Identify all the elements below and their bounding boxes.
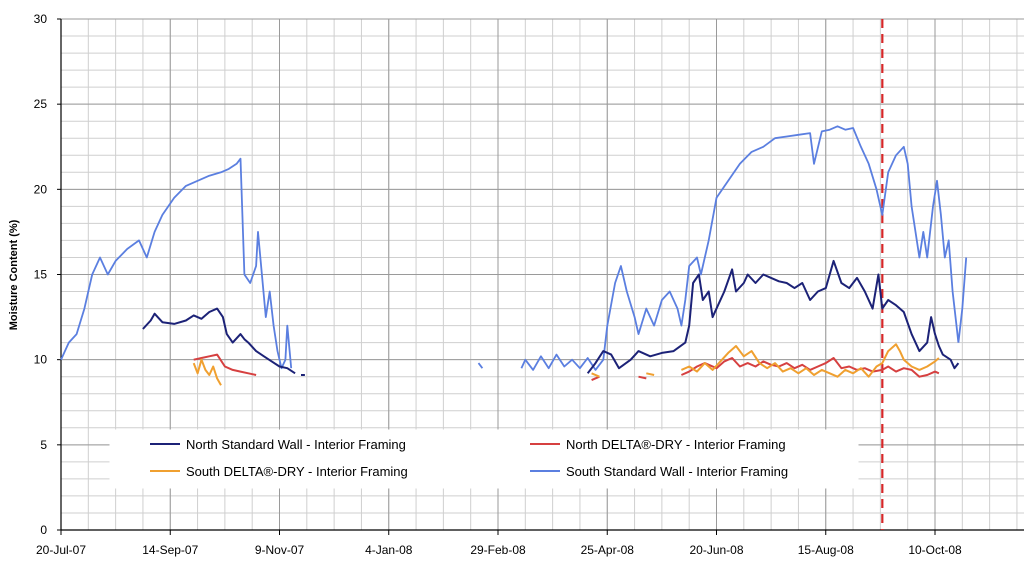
series-3: [192, 343, 940, 386]
series-2: [193, 353, 940, 382]
legend: North Standard Wall - Interior Framing N…: [109, 429, 859, 489]
series-line-segment: [591, 375, 600, 382]
x-tick-label: 25-Apr-08: [581, 543, 635, 557]
x-tick-label: 9-Nov-07: [255, 543, 305, 557]
series-line-segment: [193, 353, 257, 376]
legend-box: [109, 429, 859, 489]
series-group: [60, 125, 968, 386]
y-tick-label: 20: [34, 182, 48, 196]
y-axis-label: Moisture Content (%): [8, 219, 20, 330]
x-tick-label: 20-Jun-08: [689, 543, 743, 557]
x-tick-label: 29-Feb-08: [470, 543, 526, 557]
series-line-segment: [681, 343, 940, 378]
x-tick-label: 4-Jan-08: [365, 543, 413, 557]
y-tick-label: 25: [34, 97, 48, 111]
series-line-segment: [60, 157, 293, 370]
legend-label-south-delta: South DELTA®-DRY - Interior Framing: [186, 464, 408, 479]
series-line-segment: [520, 125, 960, 371]
series-line-segment: [681, 357, 940, 378]
series-1: [142, 259, 960, 376]
legend-label-south-standard: South Standard Wall - Interior Framing: [566, 464, 788, 479]
series-line-segment: [477, 362, 484, 369]
y-tick-label: 10: [34, 353, 48, 367]
y-tick-label: 15: [34, 268, 48, 282]
series-line-segment: [591, 372, 600, 378]
x-tick-label: 15-Aug-08: [798, 543, 854, 557]
axes: 0 5 10 15 20 25 30 20-Jul-07 14-Sep-07 9-Nov-07 4-…: [34, 12, 1024, 557]
x-tick-label: 20-Jul-07: [36, 543, 86, 557]
series-0: [60, 125, 968, 371]
y-tick-label: 5: [40, 438, 47, 452]
y-tick-label: 30: [34, 12, 48, 26]
y-tick-label: 0: [40, 523, 47, 537]
series-line-segment: [646, 372, 655, 376]
series-line-segment: [586, 259, 960, 374]
legend-label-north-delta: North DELTA®-DRY - Interior Framing: [566, 437, 786, 452]
series-line-segment: [142, 307, 296, 375]
series-line-segment: [192, 358, 222, 386]
series-line-segment: [638, 375, 647, 380]
legend-label-north-standard: North Standard Wall - Interior Framing: [186, 437, 406, 452]
x-tick-label: 14-Sep-07: [142, 543, 198, 557]
x-tick-label: 10-Oct-08: [908, 543, 962, 557]
series-line-segment: [957, 257, 968, 343]
